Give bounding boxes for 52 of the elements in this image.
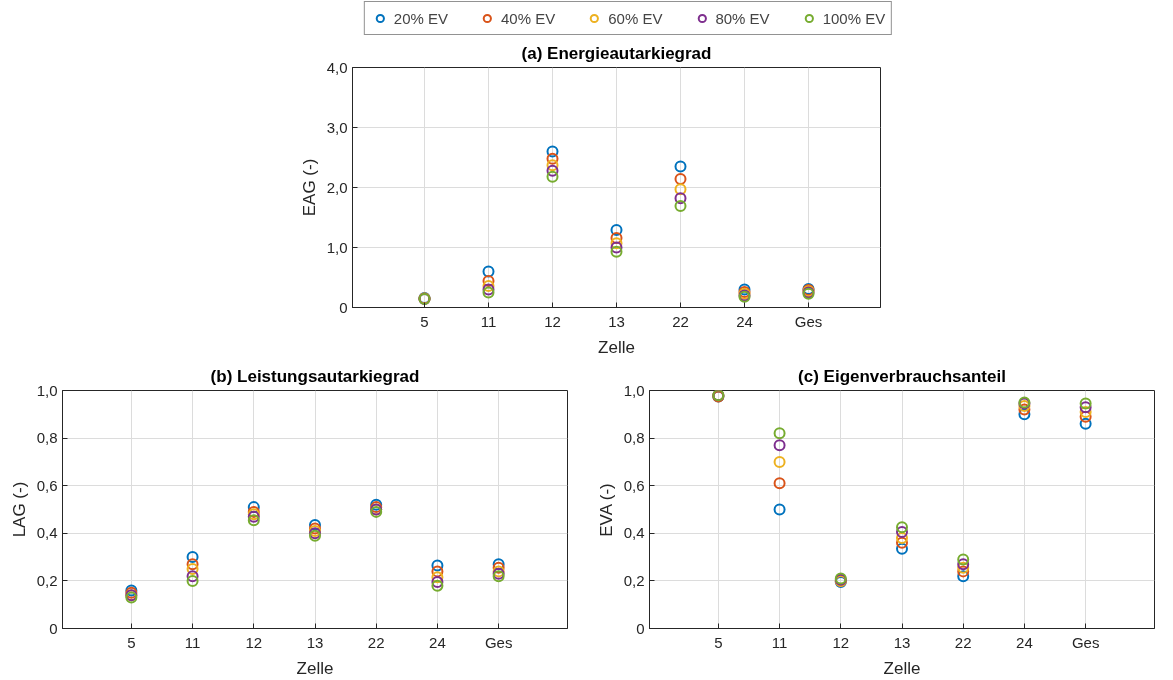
x-tick-label: 24 — [736, 312, 753, 330]
chart-title: (a) Energieautarkiegrad — [521, 43, 712, 63]
legend-label: 20% EV — [393, 9, 449, 27]
y-tick-label: 1,0 — [623, 381, 645, 399]
y-tick-label: 0,4 — [36, 524, 58, 542]
x-tick-label: 12 — [245, 633, 263, 651]
x-tick-label: 11 — [771, 633, 788, 651]
y-tick-label: 4,0 — [326, 58, 348, 76]
y-tick-label: 2,0 — [326, 178, 348, 196]
x-tick-label: 12 — [832, 633, 850, 651]
y-tick-label: 0,6 — [36, 476, 58, 494]
x-tick-label: 12 — [544, 312, 561, 330]
x-tick-label: 22 — [672, 312, 689, 330]
x-tick-label: 13 — [893, 633, 911, 651]
y-tick-label: 0,4 — [623, 524, 645, 542]
y-tick-label: 0,2 — [36, 571, 58, 589]
y-tick-label: 0,8 — [623, 429, 645, 447]
y-tick-label: 0,6 — [623, 476, 645, 494]
x-tick-label: 5 — [714, 633, 723, 651]
x-tick-label: Ges — [794, 312, 823, 330]
y-tick-label: 3,0 — [326, 118, 348, 136]
y-axis-title: EVA (-) — [596, 483, 616, 537]
x-tick-label: Ges — [1071, 633, 1100, 651]
y-axis-title: LAG (-) — [9, 481, 29, 538]
x-tick-label: 5 — [420, 312, 429, 330]
x-tick-label: 11 — [184, 633, 201, 651]
chart-title: (c) Eigenverbrauchsanteil — [798, 366, 1006, 386]
chart-title: (b) Leistungsautarkiegrad — [210, 366, 420, 386]
x-tick-label: Ges — [484, 633, 513, 651]
legend-label: 100% EV — [822, 9, 886, 27]
y-tick-label: 0 — [49, 619, 58, 637]
y-tick-label: 0,8 — [36, 429, 58, 447]
legend-label: 80% EV — [715, 9, 770, 27]
legend-label: 40% EV — [501, 9, 556, 27]
x-tick-label: 24 — [1016, 633, 1033, 651]
legend-label: 60% EV — [608, 9, 663, 27]
x-tick-label: 5 — [127, 633, 136, 651]
x-tick-label: 22 — [367, 633, 385, 651]
x-axis-title: Zelle — [883, 658, 921, 678]
x-axis-title: Zelle — [598, 337, 635, 357]
x-axis-title: Zelle — [296, 658, 334, 678]
y-tick-label: 0 — [636, 619, 645, 637]
y-tick-label: 0,2 — [623, 571, 645, 589]
y-tick-label: 0 — [339, 298, 348, 316]
x-tick-label: 22 — [954, 633, 972, 651]
x-tick-label: 13 — [306, 633, 324, 651]
y-tick-label: 1,0 — [36, 381, 58, 399]
x-tick-label: 24 — [429, 633, 446, 651]
x-tick-label: 11 — [480, 312, 497, 330]
y-tick-label: 1,0 — [326, 238, 348, 256]
x-tick-label: 13 — [608, 312, 625, 330]
y-axis-title: EAG (-) — [299, 158, 319, 217]
